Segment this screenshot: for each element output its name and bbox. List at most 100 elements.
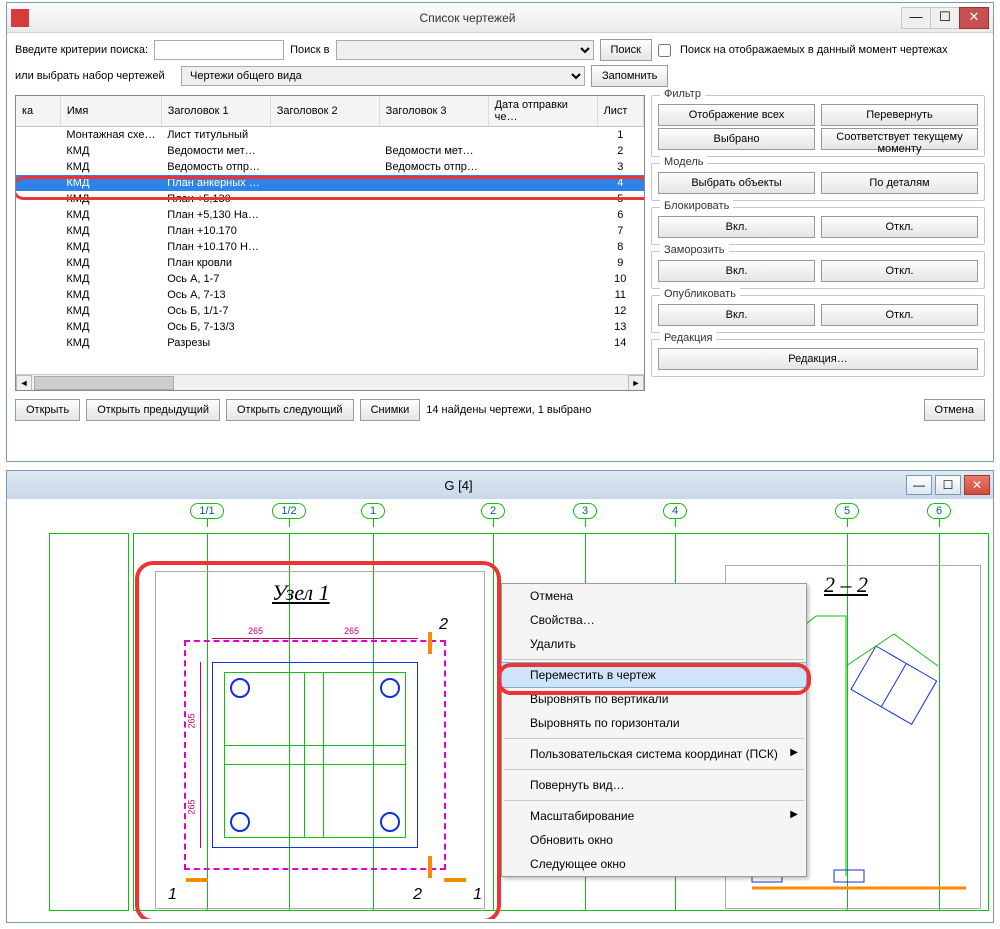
open-prev-button[interactable]: Открыть предыдущий <box>86 399 220 421</box>
lock-on-button[interactable]: Вкл. <box>658 216 815 238</box>
column-header[interactable]: Лист <box>597 96 643 127</box>
revision-title: Редакция <box>660 332 716 344</box>
menu-item[interactable]: Переместить в чертеж <box>501 662 807 688</box>
search-button[interactable]: Поиск <box>600 39 652 61</box>
table-row[interactable]: КМДОсь Б, 7-13/313 <box>16 319 644 335</box>
column-header[interactable]: Заголовок 2 <box>270 96 379 127</box>
status-text: 14 найдены чертежи, 1 выбрано <box>426 404 591 416</box>
table-row[interactable]: КМДОсь А, 1-710 <box>16 271 644 287</box>
by-parts-button[interactable]: По деталям <box>821 172 978 194</box>
table-row[interactable]: КМДРазрезы14 <box>16 335 644 351</box>
menu-separator <box>504 738 804 739</box>
view1-frame: Узел 1 265 265 265 265 <box>155 571 485 909</box>
context-menu[interactable]: ОтменаСвойства…Удалить Переместить в черт… <box>501 583 807 877</box>
menu-item[interactable]: Обновить окно <box>502 828 806 852</box>
axis-tick: 5 <box>827 503 867 527</box>
window-body: Введите критерии поиска: Поиск в Поиск П… <box>7 33 993 427</box>
column-header[interactable]: Заголовок 1 <box>161 96 270 127</box>
view-maximize-button[interactable]: ☐ <box>935 475 961 495</box>
section-label-1-bl: 1 <box>168 886 177 904</box>
menu-item[interactable]: Следующее окно <box>502 852 806 876</box>
select-objects-button[interactable]: Выбрать объекты <box>658 172 815 194</box>
column-header[interactable]: Имя <box>60 96 161 127</box>
show-all-button[interactable]: Отображение всех <box>658 104 815 126</box>
remember-button[interactable]: Запомнить <box>591 65 668 87</box>
table-row[interactable]: КМДВедомости мет…Ведомости мет…2 <box>16 143 644 159</box>
invert-button[interactable]: Перевернуть <box>821 104 978 126</box>
menu-item[interactable]: Отмена <box>502 584 806 608</box>
scroll-thumb[interactable] <box>34 376 174 390</box>
revision-button[interactable]: Редакция… <box>658 348 978 370</box>
view-close-button[interactable]: ✕ <box>964 475 990 495</box>
dim-left-bottom: 265 <box>187 799 197 814</box>
menu-item[interactable]: Удалить <box>502 632 806 656</box>
selected-button[interactable]: Выбрано <box>658 128 815 150</box>
search-visible-label: Поиск на отображаемых в данный момент че… <box>680 44 948 56</box>
scroll-left-button[interactable]: ◄ <box>16 375 32 391</box>
section-mark <box>444 878 466 882</box>
menu-item[interactable]: Свойства… <box>502 608 806 632</box>
maximize-button[interactable]: ☐ <box>930 7 960 29</box>
section-mark <box>428 632 432 654</box>
axis-tick: 6 <box>919 503 959 527</box>
drawing-table-wrap: каИмяЗаголовок 1Заголовок 2Заголовок 3Да… <box>15 95 645 391</box>
freeze-on-button[interactable]: Вкл. <box>658 260 815 282</box>
table-row[interactable]: Монтажная схе…Лист титульный1 <box>16 127 644 144</box>
table-row[interactable]: КМДПлан +5,1305 <box>16 191 644 207</box>
table-row[interactable]: КМДОсь Б, 1/1-712 <box>16 303 644 319</box>
minimize-button[interactable]: — <box>901 7 931 29</box>
snapshots-button[interactable]: Снимки <box>360 399 421 421</box>
drawing-table[interactable]: каИмяЗаголовок 1Заголовок 2Заголовок 3Да… <box>16 96 644 351</box>
scroll-right-button[interactable]: ► <box>628 375 644 391</box>
view-title: G [4] <box>11 478 906 493</box>
issue-off-button[interactable]: Откл. <box>821 304 978 326</box>
model-group: Модель Выбрать объекты По деталям <box>651 163 985 201</box>
table-row[interactable]: КМДВедомость отпр…Ведомость отпр…3 <box>16 159 644 175</box>
window-title: Список чертежей <box>33 11 902 25</box>
drawing-canvas[interactable]: 1/11/2123456 Узел 1 <box>7 499 993 919</box>
titlebar: Список чертежей — ☐ ✕ <box>7 3 993 33</box>
search-in-select[interactable] <box>336 40 594 60</box>
open-next-button[interactable]: Открыть следующий <box>226 399 354 421</box>
search-visible-checkbox[interactable] <box>658 44 671 57</box>
cancel-button[interactable]: Отмена <box>924 399 985 421</box>
table-row[interactable]: КМДПлан +10.170 Н…8 <box>16 239 644 255</box>
lock-off-button[interactable]: Откл. <box>821 216 978 238</box>
section-mark <box>186 878 208 882</box>
submenu-arrow-icon: ▶ <box>790 809 798 820</box>
horizontal-scrollbar[interactable]: ◄ ► <box>16 374 644 390</box>
search-input[interactable] <box>154 40 284 60</box>
table-row[interactable]: КМДПлан +10.1707 <box>16 223 644 239</box>
search-criteria-label: Введите критерии поиска: <box>15 44 148 56</box>
axis-tick: 1/2 <box>269 503 309 527</box>
menu-item[interactable]: Повернуть вид… <box>502 773 806 797</box>
section-label-2-top: 2 <box>439 616 448 634</box>
close-button[interactable]: ✕ <box>959 7 989 29</box>
footer: Открыть Открыть предыдущий Открыть следу… <box>15 399 985 421</box>
view-minimize-button[interactable]: — <box>906 475 932 495</box>
menu-item[interactable]: Выровнять по горизонтали <box>502 711 806 735</box>
issue-on-button[interactable]: Вкл. <box>658 304 815 326</box>
freeze-off-button[interactable]: Откл. <box>821 260 978 282</box>
window-buttons: — ☐ ✕ <box>902 7 989 29</box>
axis-tick: 4 <box>655 503 695 527</box>
menu-item[interactable]: Масштабирование▶ <box>502 804 806 828</box>
menu-item[interactable]: Пользовательская система координат (ПСК)… <box>502 742 806 766</box>
uptodate-button[interactable]: Соответствует текущему моменту <box>821 128 978 150</box>
column-header[interactable]: ка <box>16 96 60 127</box>
table-row[interactable]: КМДОсь А, 7-1311 <box>16 287 644 303</box>
menu-separator <box>504 659 804 660</box>
table-row[interactable]: КМДПлан анкерных …4 <box>16 175 644 191</box>
dim-line-left <box>200 662 201 848</box>
issue-title: Опубликовать <box>660 288 740 300</box>
open-button[interactable]: Открыть <box>15 399 80 421</box>
menu-item[interactable]: Выровнять по вертикали <box>502 687 806 711</box>
column-header[interactable]: Дата отправки че… <box>488 96 597 127</box>
drawing-set-select[interactable]: Чертежи общего вида <box>181 66 585 86</box>
table-row[interactable]: КМДПлан кровли9 <box>16 255 644 271</box>
axis-tick: 3 <box>565 503 605 527</box>
frame-border <box>49 533 129 911</box>
drawing-list-window: Список чертежей — ☐ ✕ Введите критерии п… <box>6 2 994 462</box>
table-row[interactable]: КМДПлан +5,130 На…6 <box>16 207 644 223</box>
column-header[interactable]: Заголовок 3 <box>379 96 488 127</box>
